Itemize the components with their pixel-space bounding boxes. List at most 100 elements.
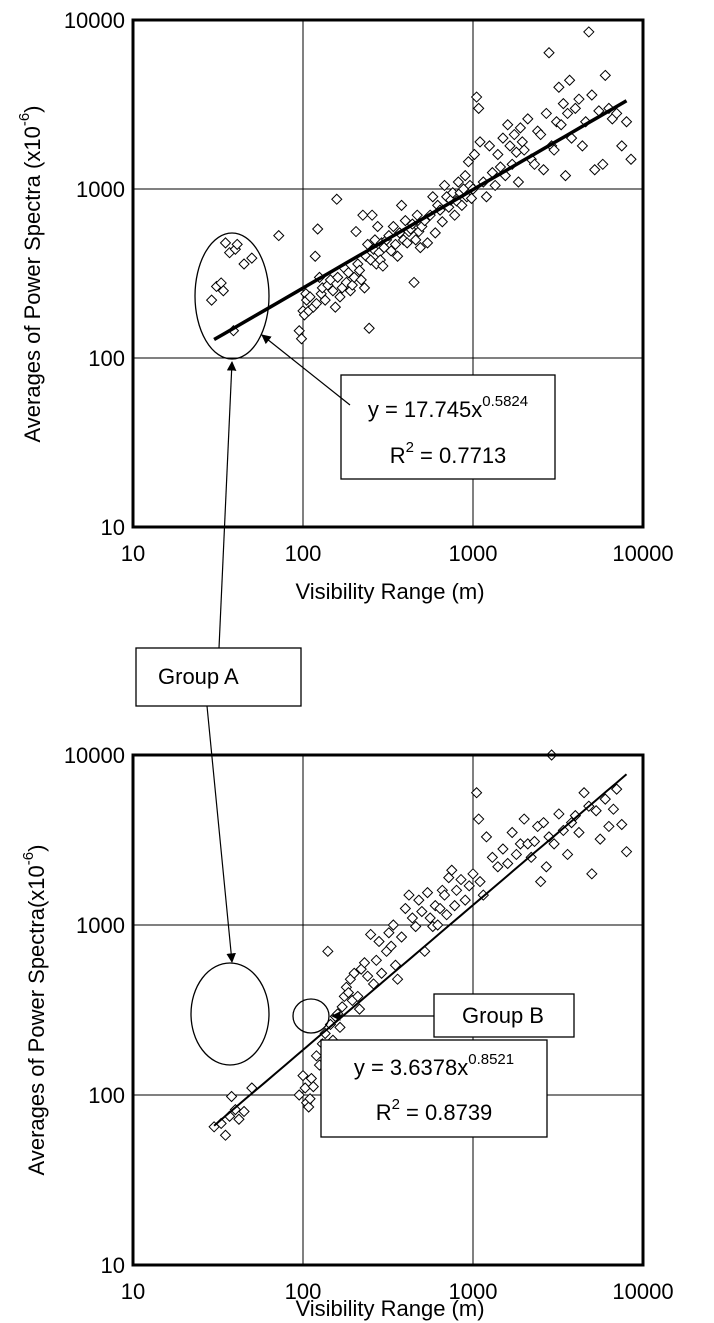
data-point-top-22 — [310, 297, 323, 310]
data-point-bottom-63 — [431, 919, 444, 931]
data-point-top-27 — [319, 294, 331, 306]
data-point-top-42 — [350, 225, 362, 238]
equation-bottom: y = 3.6378x0.8521 — [354, 1051, 514, 1080]
data-point-top-152 — [586, 89, 598, 101]
data-point-bottom-21 — [322, 945, 334, 958]
data-point-top-11 — [273, 229, 285, 242]
data-point-bottom-35 — [353, 1003, 366, 1015]
data-point-top-109 — [472, 102, 485, 115]
data-point-bottom-115 — [620, 845, 633, 858]
data-point-top-161 — [620, 116, 633, 128]
trendline-top — [213, 99, 628, 342]
data-point-top-46 — [357, 209, 369, 221]
data-point-bottom-38 — [361, 970, 374, 982]
equation-box-bottom — [320, 1039, 548, 1138]
data-point-bottom-113 — [610, 783, 623, 795]
data-point-top-32 — [331, 193, 343, 205]
data-point-bottom-73 — [459, 894, 471, 906]
data-point-bottom-93 — [534, 875, 547, 888]
data-point-top-77 — [409, 234, 422, 246]
data-point-top-4 — [219, 237, 232, 249]
data-point-bottom-94 — [537, 816, 550, 829]
data-point-top-127 — [516, 136, 529, 148]
data-point-top-121 — [504, 140, 516, 152]
data-point-top-13 — [295, 333, 308, 345]
data-point-bottom-51 — [395, 931, 408, 943]
data-point-top-10 — [246, 252, 258, 264]
x-tick-label-top-2: 1000 — [449, 541, 498, 566]
data-point-bottom-13 — [302, 1101, 315, 1113]
data-point-bottom-72 — [455, 873, 467, 886]
data-point-bottom-77 — [472, 813, 485, 825]
data-point-bottom-46 — [383, 927, 395, 939]
data-point-top-144 — [561, 107, 574, 120]
equation-box-top — [340, 374, 556, 480]
data-point-bottom-81 — [486, 851, 499, 864]
data-point-top-133 — [534, 128, 547, 141]
data-point-bottom-71 — [450, 884, 463, 897]
data-point-bottom-59 — [421, 886, 434, 899]
svg-text:Averages of Power Spectra (x10: Averages of Power Spectra (x10-6) — [16, 106, 45, 443]
data-point-bottom-83 — [497, 843, 509, 855]
data-point-top-50 — [363, 322, 375, 334]
y-ticks-bottom: 10 100 1000 10000 — [64, 743, 125, 1278]
data-point-bottom-30 — [342, 986, 355, 999]
y-tick-label-top-1: 100 — [88, 346, 125, 371]
data-point-bottom-105 — [578, 787, 590, 799]
data-point-top-138 — [548, 144, 560, 156]
x-ticks-top: 10 100 1000 10000 — [121, 541, 674, 566]
y-tick-label-bottom-1: 100 — [88, 1083, 125, 1108]
data-point-top-45 — [355, 274, 367, 286]
data-point-top-105 — [465, 192, 478, 205]
data-point-top-60 — [377, 260, 389, 272]
data-point-bottom-86 — [510, 848, 523, 861]
y-axis-title-bottom-main: Averages of Power Spectra(x10 — [24, 865, 49, 1175]
data-point-top-44 — [353, 264, 366, 277]
data-point-bottom-20 — [319, 1027, 331, 1040]
data-point-top-120 — [501, 119, 514, 131]
plot-frame-top — [131, 18, 645, 529]
data-point-bottom-17 — [310, 1050, 323, 1062]
data-point-bottom-112 — [607, 803, 620, 815]
data-point-bottom-50 — [391, 973, 404, 985]
data-point-bottom-96 — [543, 831, 555, 843]
data-point-top-85 — [427, 191, 439, 203]
data-point-top-51 — [364, 254, 377, 266]
group-a-label-box — [135, 647, 302, 707]
data-point-top-131 — [528, 158, 541, 171]
data-point-top-151 — [583, 26, 595, 38]
data-point-top-116 — [492, 148, 504, 161]
data-point-top-155 — [597, 158, 609, 171]
data-point-top-103 — [462, 156, 475, 168]
data-point-bottom-104 — [573, 826, 585, 839]
data-point-top-83 — [421, 237, 434, 249]
x-tick-label-top-3: 10000 — [612, 541, 673, 566]
data-point-bottom-75 — [467, 868, 479, 880]
data-point-bottom-60 — [424, 912, 436, 924]
data-point-bottom-10 — [297, 1069, 309, 1082]
y-ticks-top: 10 100 1000 10000 — [64, 8, 125, 540]
y-axis-title-bottom-close: ) — [24, 845, 49, 852]
data-point-top-101 — [459, 169, 471, 182]
data-point-top-97 — [452, 176, 465, 188]
data-point-bottom-14 — [304, 1093, 316, 1105]
y-tick-label-bottom-2: 1000 — [76, 913, 125, 938]
group-b-ellipse — [292, 998, 330, 1034]
y-tick-label-bottom-0: 10 — [101, 1253, 125, 1278]
data-point-bottom-95 — [540, 861, 553, 873]
chart-top: 10 100 1000 10000 10 100 1000 10000 Visibility… — [16, 8, 674, 604]
y-tick-label-top-3: 10000 — [64, 8, 125, 33]
data-point-bottom-52 — [399, 902, 412, 915]
data-point-top-142 — [557, 97, 570, 110]
data-point-top-72 — [401, 237, 413, 249]
x-tick-label-bottom-3: 10000 — [612, 1279, 673, 1304]
data-point-top-95 — [448, 209, 461, 221]
data-point-top-134 — [537, 164, 550, 176]
data-point-bottom-78 — [474, 875, 486, 888]
data-point-bottom-85 — [506, 826, 518, 839]
y-tick-label-top-2: 1000 — [76, 177, 125, 202]
data-point-top-136 — [543, 47, 555, 59]
data-point-top-3 — [217, 285, 230, 297]
data-point-top-148 — [573, 93, 585, 105]
